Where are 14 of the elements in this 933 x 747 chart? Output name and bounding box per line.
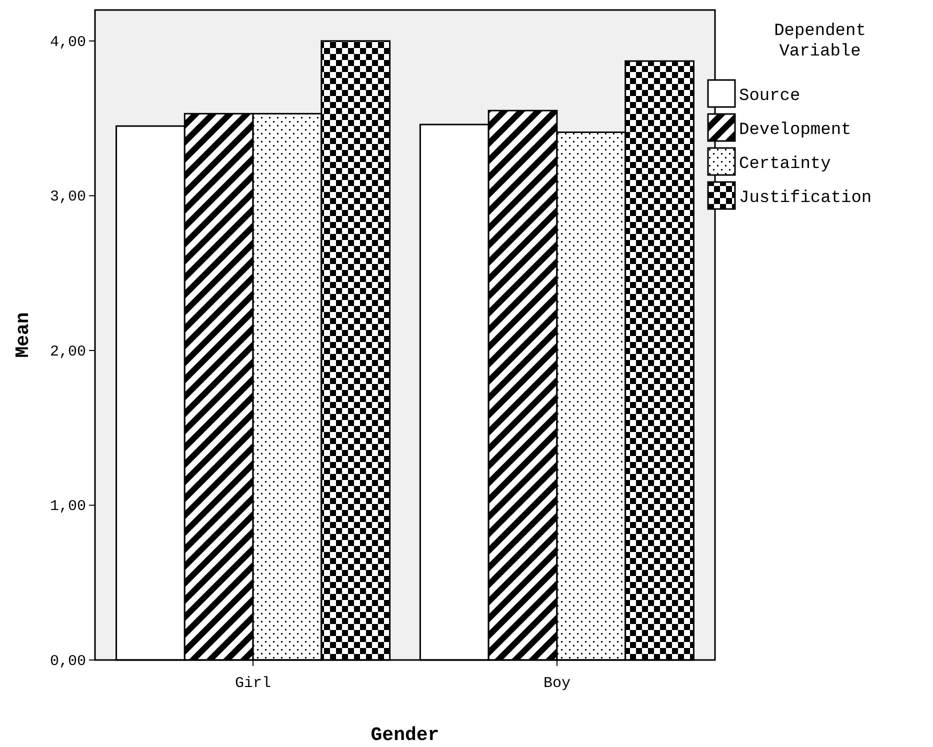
y-tick-label: 0,00 bbox=[50, 652, 86, 670]
legend-label: Development bbox=[739, 121, 852, 140]
x-tick-label: Boy bbox=[543, 675, 570, 692]
legend-label: Source bbox=[739, 87, 800, 106]
legend-label: Justification bbox=[739, 189, 872, 208]
x-axis-title: Gender bbox=[370, 724, 440, 746]
legend-title: Dependent Variable bbox=[774, 22, 866, 62]
y-tick-label: 4,00 bbox=[50, 34, 86, 51]
y-tick-label: 2,00 bbox=[50, 343, 86, 360]
y-tick-label: 3,00 bbox=[50, 188, 86, 206]
x-tick-label: Girl bbox=[235, 675, 272, 692]
y-tick-label: 1,00 bbox=[50, 498, 86, 516]
legend-label: Certainty bbox=[739, 155, 831, 174]
y-axis-title: Mean bbox=[12, 312, 34, 358]
